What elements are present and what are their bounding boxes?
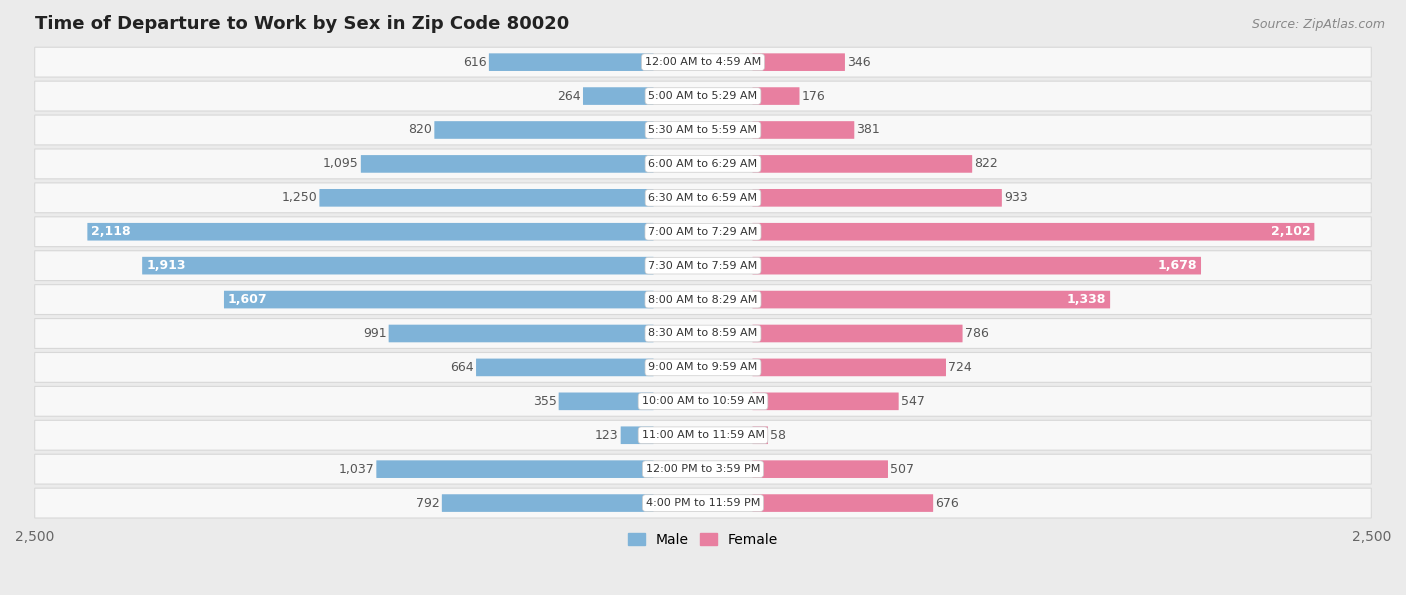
- Text: 8:00 AM to 8:29 AM: 8:00 AM to 8:29 AM: [648, 295, 758, 305]
- FancyBboxPatch shape: [388, 325, 654, 342]
- FancyBboxPatch shape: [87, 223, 654, 240]
- Text: 7:30 AM to 7:59 AM: 7:30 AM to 7:59 AM: [648, 261, 758, 271]
- Text: 820: 820: [408, 124, 432, 136]
- FancyBboxPatch shape: [319, 189, 654, 206]
- FancyBboxPatch shape: [35, 454, 1371, 484]
- Text: 616: 616: [463, 56, 486, 68]
- Text: 2,102: 2,102: [1271, 226, 1310, 238]
- FancyBboxPatch shape: [752, 87, 800, 105]
- Text: 991: 991: [363, 327, 387, 340]
- Text: 5:00 AM to 5:29 AM: 5:00 AM to 5:29 AM: [648, 91, 758, 101]
- FancyBboxPatch shape: [752, 494, 934, 512]
- Text: 547: 547: [901, 395, 925, 408]
- Text: 664: 664: [450, 361, 474, 374]
- Text: 123: 123: [595, 429, 619, 441]
- Text: 10:00 AM to 10:59 AM: 10:00 AM to 10:59 AM: [641, 396, 765, 406]
- FancyBboxPatch shape: [35, 284, 1371, 315]
- FancyBboxPatch shape: [558, 393, 654, 410]
- Text: 1,607: 1,607: [228, 293, 267, 306]
- FancyBboxPatch shape: [752, 427, 768, 444]
- Text: Time of Departure to Work by Sex in Zip Code 80020: Time of Departure to Work by Sex in Zip …: [35, 15, 569, 33]
- Text: 381: 381: [856, 124, 880, 136]
- FancyBboxPatch shape: [752, 189, 1002, 206]
- Text: 8:30 AM to 8:59 AM: 8:30 AM to 8:59 AM: [648, 328, 758, 339]
- FancyBboxPatch shape: [434, 121, 654, 139]
- FancyBboxPatch shape: [35, 115, 1371, 145]
- Text: 4:00 PM to 11:59 PM: 4:00 PM to 11:59 PM: [645, 498, 761, 508]
- FancyBboxPatch shape: [35, 217, 1371, 247]
- Legend: Male, Female: Male, Female: [623, 527, 783, 552]
- Text: 176: 176: [801, 90, 825, 102]
- Text: 786: 786: [965, 327, 988, 340]
- FancyBboxPatch shape: [35, 183, 1371, 213]
- FancyBboxPatch shape: [142, 257, 654, 274]
- Text: 12:00 PM to 3:59 PM: 12:00 PM to 3:59 PM: [645, 464, 761, 474]
- Text: 7:00 AM to 7:29 AM: 7:00 AM to 7:29 AM: [648, 227, 758, 237]
- Text: 1,913: 1,913: [146, 259, 186, 272]
- FancyBboxPatch shape: [752, 393, 898, 410]
- Text: 6:30 AM to 6:59 AM: 6:30 AM to 6:59 AM: [648, 193, 758, 203]
- FancyBboxPatch shape: [752, 291, 1111, 308]
- Text: 1,250: 1,250: [281, 192, 318, 204]
- Text: 676: 676: [935, 497, 959, 509]
- FancyBboxPatch shape: [35, 149, 1371, 179]
- FancyBboxPatch shape: [583, 87, 654, 105]
- FancyBboxPatch shape: [752, 54, 845, 71]
- Text: 6:00 AM to 6:29 AM: 6:00 AM to 6:29 AM: [648, 159, 758, 169]
- FancyBboxPatch shape: [489, 54, 654, 71]
- FancyBboxPatch shape: [752, 257, 1201, 274]
- Text: 507: 507: [890, 463, 914, 475]
- FancyBboxPatch shape: [752, 461, 889, 478]
- Text: 9:00 AM to 9:59 AM: 9:00 AM to 9:59 AM: [648, 362, 758, 372]
- Text: 822: 822: [974, 158, 998, 170]
- FancyBboxPatch shape: [752, 121, 855, 139]
- FancyBboxPatch shape: [441, 494, 654, 512]
- Text: 264: 264: [557, 90, 581, 102]
- FancyBboxPatch shape: [377, 461, 654, 478]
- FancyBboxPatch shape: [35, 352, 1371, 383]
- Text: 2,118: 2,118: [91, 226, 131, 238]
- FancyBboxPatch shape: [224, 291, 654, 308]
- Text: 1,338: 1,338: [1067, 293, 1107, 306]
- Text: 1,678: 1,678: [1157, 259, 1197, 272]
- Text: 933: 933: [1004, 192, 1028, 204]
- FancyBboxPatch shape: [477, 359, 654, 376]
- FancyBboxPatch shape: [35, 386, 1371, 416]
- Text: Source: ZipAtlas.com: Source: ZipAtlas.com: [1251, 18, 1385, 31]
- FancyBboxPatch shape: [752, 359, 946, 376]
- Text: 12:00 AM to 4:59 AM: 12:00 AM to 4:59 AM: [645, 57, 761, 67]
- Text: 5:30 AM to 5:59 AM: 5:30 AM to 5:59 AM: [648, 125, 758, 135]
- Text: 792: 792: [416, 497, 440, 509]
- Text: 1,037: 1,037: [339, 463, 374, 475]
- FancyBboxPatch shape: [35, 47, 1371, 77]
- FancyBboxPatch shape: [35, 250, 1371, 281]
- FancyBboxPatch shape: [752, 223, 1315, 240]
- Text: 1,095: 1,095: [323, 158, 359, 170]
- Text: 58: 58: [770, 429, 786, 441]
- FancyBboxPatch shape: [361, 155, 654, 173]
- Text: 355: 355: [533, 395, 557, 408]
- FancyBboxPatch shape: [35, 318, 1371, 349]
- FancyBboxPatch shape: [35, 81, 1371, 111]
- FancyBboxPatch shape: [35, 420, 1371, 450]
- Text: 346: 346: [846, 56, 870, 68]
- FancyBboxPatch shape: [752, 325, 963, 342]
- Text: 724: 724: [948, 361, 972, 374]
- FancyBboxPatch shape: [35, 488, 1371, 518]
- Text: 11:00 AM to 11:59 AM: 11:00 AM to 11:59 AM: [641, 430, 765, 440]
- FancyBboxPatch shape: [620, 427, 654, 444]
- FancyBboxPatch shape: [752, 155, 972, 173]
